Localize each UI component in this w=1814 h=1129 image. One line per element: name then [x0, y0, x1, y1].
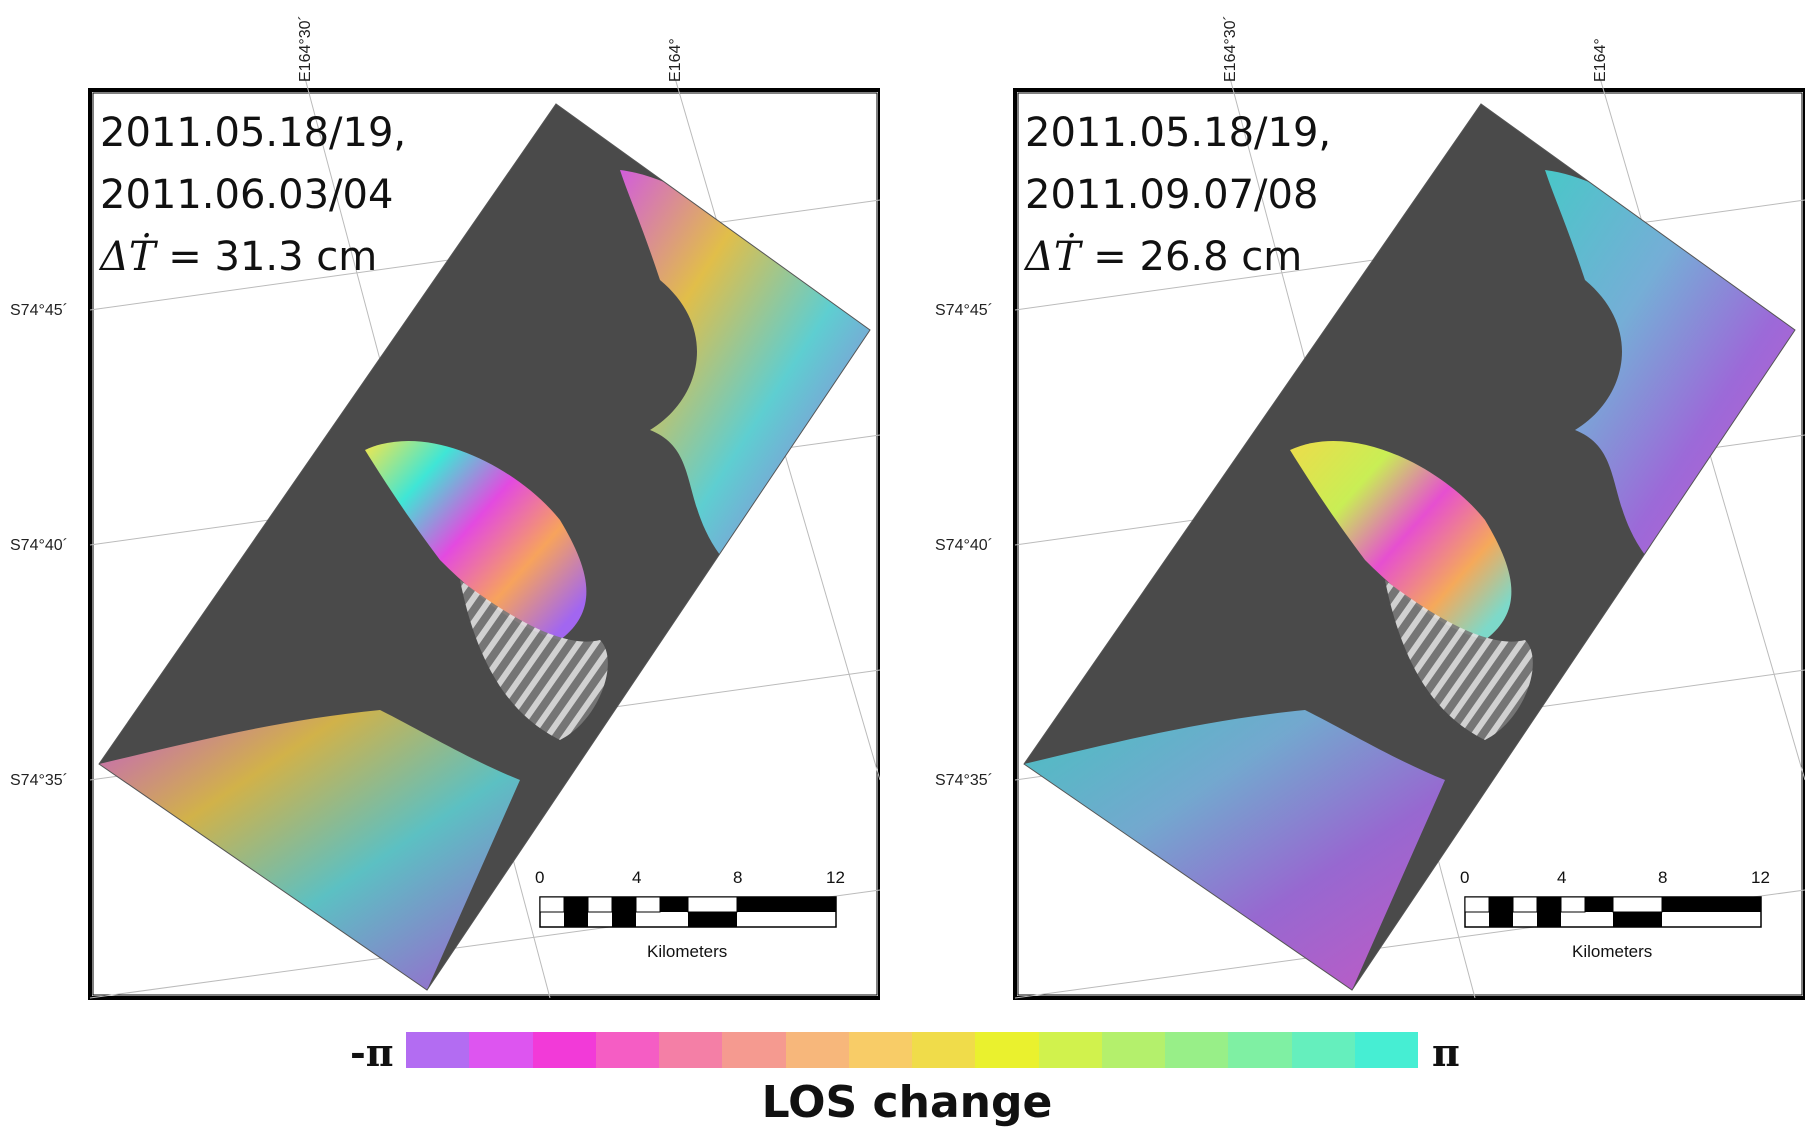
strip-outline: [1023, 103, 1796, 991]
colorbar-swatch: [912, 1032, 976, 1068]
colorbar-swatch: [595, 1032, 659, 1068]
scale-tick: 4: [632, 868, 642, 887]
lat-label: S74°45´: [10, 302, 68, 319]
scale-tick: 12: [826, 868, 845, 887]
colorbar-swatch: [1038, 1032, 1102, 1068]
colorbar-swatch: [406, 1032, 470, 1068]
map-frame-inner: [1017, 92, 1803, 996]
los-colorbar: [406, 1032, 1418, 1068]
colorbar-swatch: [1165, 1032, 1229, 1068]
map-left: [88, 77, 880, 1000]
scale-tick: 0: [1460, 868, 1470, 887]
scale-tick: 4: [1557, 868, 1567, 887]
date-line-2: 2011.06.03/04: [100, 172, 394, 218]
date-line-1: 2011.05.18/19,: [100, 110, 407, 156]
strip-outline: [98, 103, 871, 991]
scale-tick: 8: [733, 868, 743, 887]
delta-t: ΔṪ = 26.8 cm: [1025, 226, 1331, 288]
date-info: 2011.05.18/19, 2011.09.07/08 ΔṪ = 26.8 c…: [1025, 102, 1331, 288]
colorbar-swatch: [722, 1032, 786, 1068]
lat-label: S74°40´: [935, 537, 993, 554]
scale-bar: [539, 896, 837, 928]
map-frame-inner: [92, 92, 878, 996]
delta-t-value: = 26.8 cm: [1080, 234, 1303, 280]
scale-tick: 12: [1751, 868, 1770, 887]
lat-label: S74°40´: [10, 537, 68, 554]
delta-t-symbol: ΔṪ: [100, 234, 156, 280]
colorbar-swatch: [1291, 1032, 1355, 1068]
colorbar-swatch: [1354, 1032, 1418, 1068]
lon-label: E164°: [1592, 38, 1609, 82]
interferogram-panel-left: 2011.05.18/19, 2011.06.03/04 ΔṪ = 31.3 c…: [0, 0, 880, 1010]
map-right: [1013, 77, 1805, 1000]
scale-unit: Kilometers: [1572, 942, 1653, 961]
colorbar-max-label: π: [1432, 1030, 1460, 1075]
lat-label: S74°45´: [935, 302, 993, 319]
scale-unit: Kilometers: [647, 942, 728, 961]
date-line-1: 2011.05.18/19,: [1025, 110, 1332, 156]
lon-label: E164°: [667, 38, 684, 82]
colorbar-swatch: [1228, 1032, 1292, 1068]
date-line-2: 2011.09.07/08: [1025, 172, 1319, 218]
interferogram-panel-right: 2011.05.18/19, 2011.09.07/08 ΔṪ = 26.8 c…: [925, 0, 1805, 1010]
delta-t-value: = 31.3 cm: [155, 234, 378, 280]
scale-tick: 0: [535, 868, 545, 887]
delta-t: ΔṪ = 31.3 cm: [100, 226, 406, 288]
lat-label: S74°35´: [935, 772, 993, 789]
colorbar-swatch: [469, 1032, 533, 1068]
colorbar-swatch: [532, 1032, 596, 1068]
lon-label: E164°30´: [1222, 15, 1239, 82]
lon-label: E164°30´: [297, 15, 314, 82]
colorbar-swatch: [1101, 1032, 1165, 1068]
delta-t-symbol: ΔṪ: [1025, 234, 1081, 280]
colorbar-swatch: [848, 1032, 912, 1068]
colorbar-swatch: [659, 1032, 723, 1068]
scale-bar: [1464, 896, 1762, 928]
date-info: 2011.05.18/19, 2011.06.03/04 ΔṪ = 31.3 c…: [100, 102, 406, 288]
colorbar-min-label: -π: [350, 1030, 394, 1075]
lat-label: S74°35´: [10, 772, 68, 789]
colorbar-title: LOS change: [761, 1077, 1053, 1128]
colorbar-swatch: [785, 1032, 849, 1068]
scale-tick: 8: [1658, 868, 1668, 887]
colorbar-swatch: [975, 1032, 1039, 1068]
